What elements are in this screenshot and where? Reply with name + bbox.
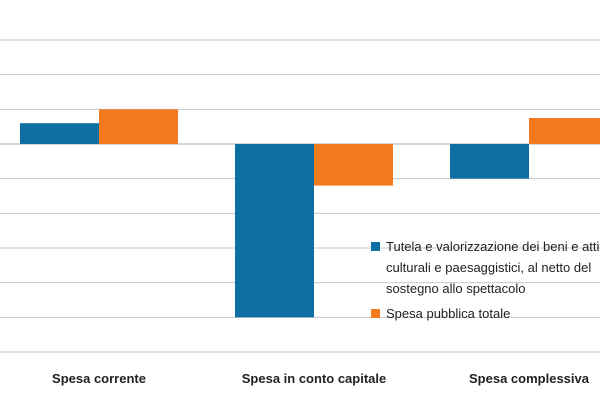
category-labels: Spesa corrente Spesa in conto capitale Spe… (52, 371, 590, 386)
category-label: Spesa in conto capitale (242, 371, 387, 386)
legend-label-series-1-line-1: Tutela e valorizzazione dei beni e atti (386, 239, 600, 254)
legend-swatch-series-1 (371, 242, 380, 251)
bars (20, 109, 600, 318)
bar-2-category-2 (314, 144, 393, 186)
bar-1-category-1 (20, 123, 99, 144)
category-label: Spesa complessiva (469, 371, 590, 386)
legend-label-series-1-line-2: culturali e paesaggistici, al netto del (386, 260, 592, 275)
bar-2-category-1 (99, 109, 178, 144)
legend-swatch-series-2 (371, 309, 380, 318)
legend-item-series-1: Tutela e valorizzazione dei beni e atti … (368, 236, 600, 299)
bar-1-category-2 (235, 144, 314, 318)
legend-item-series-2: Spesa pubblica totale (368, 303, 600, 324)
legend-label-series-1-line-3: sostegno allo spettacolo (386, 281, 526, 296)
legend: Tutela e valorizzazione dei beni e atti … (368, 236, 600, 328)
bar-1-category-3 (450, 144, 529, 179)
bar-2-category-3 (529, 118, 600, 144)
category-label: Spesa corrente (52, 371, 146, 386)
legend-label-series-2: Spesa pubblica totale (386, 306, 511, 321)
